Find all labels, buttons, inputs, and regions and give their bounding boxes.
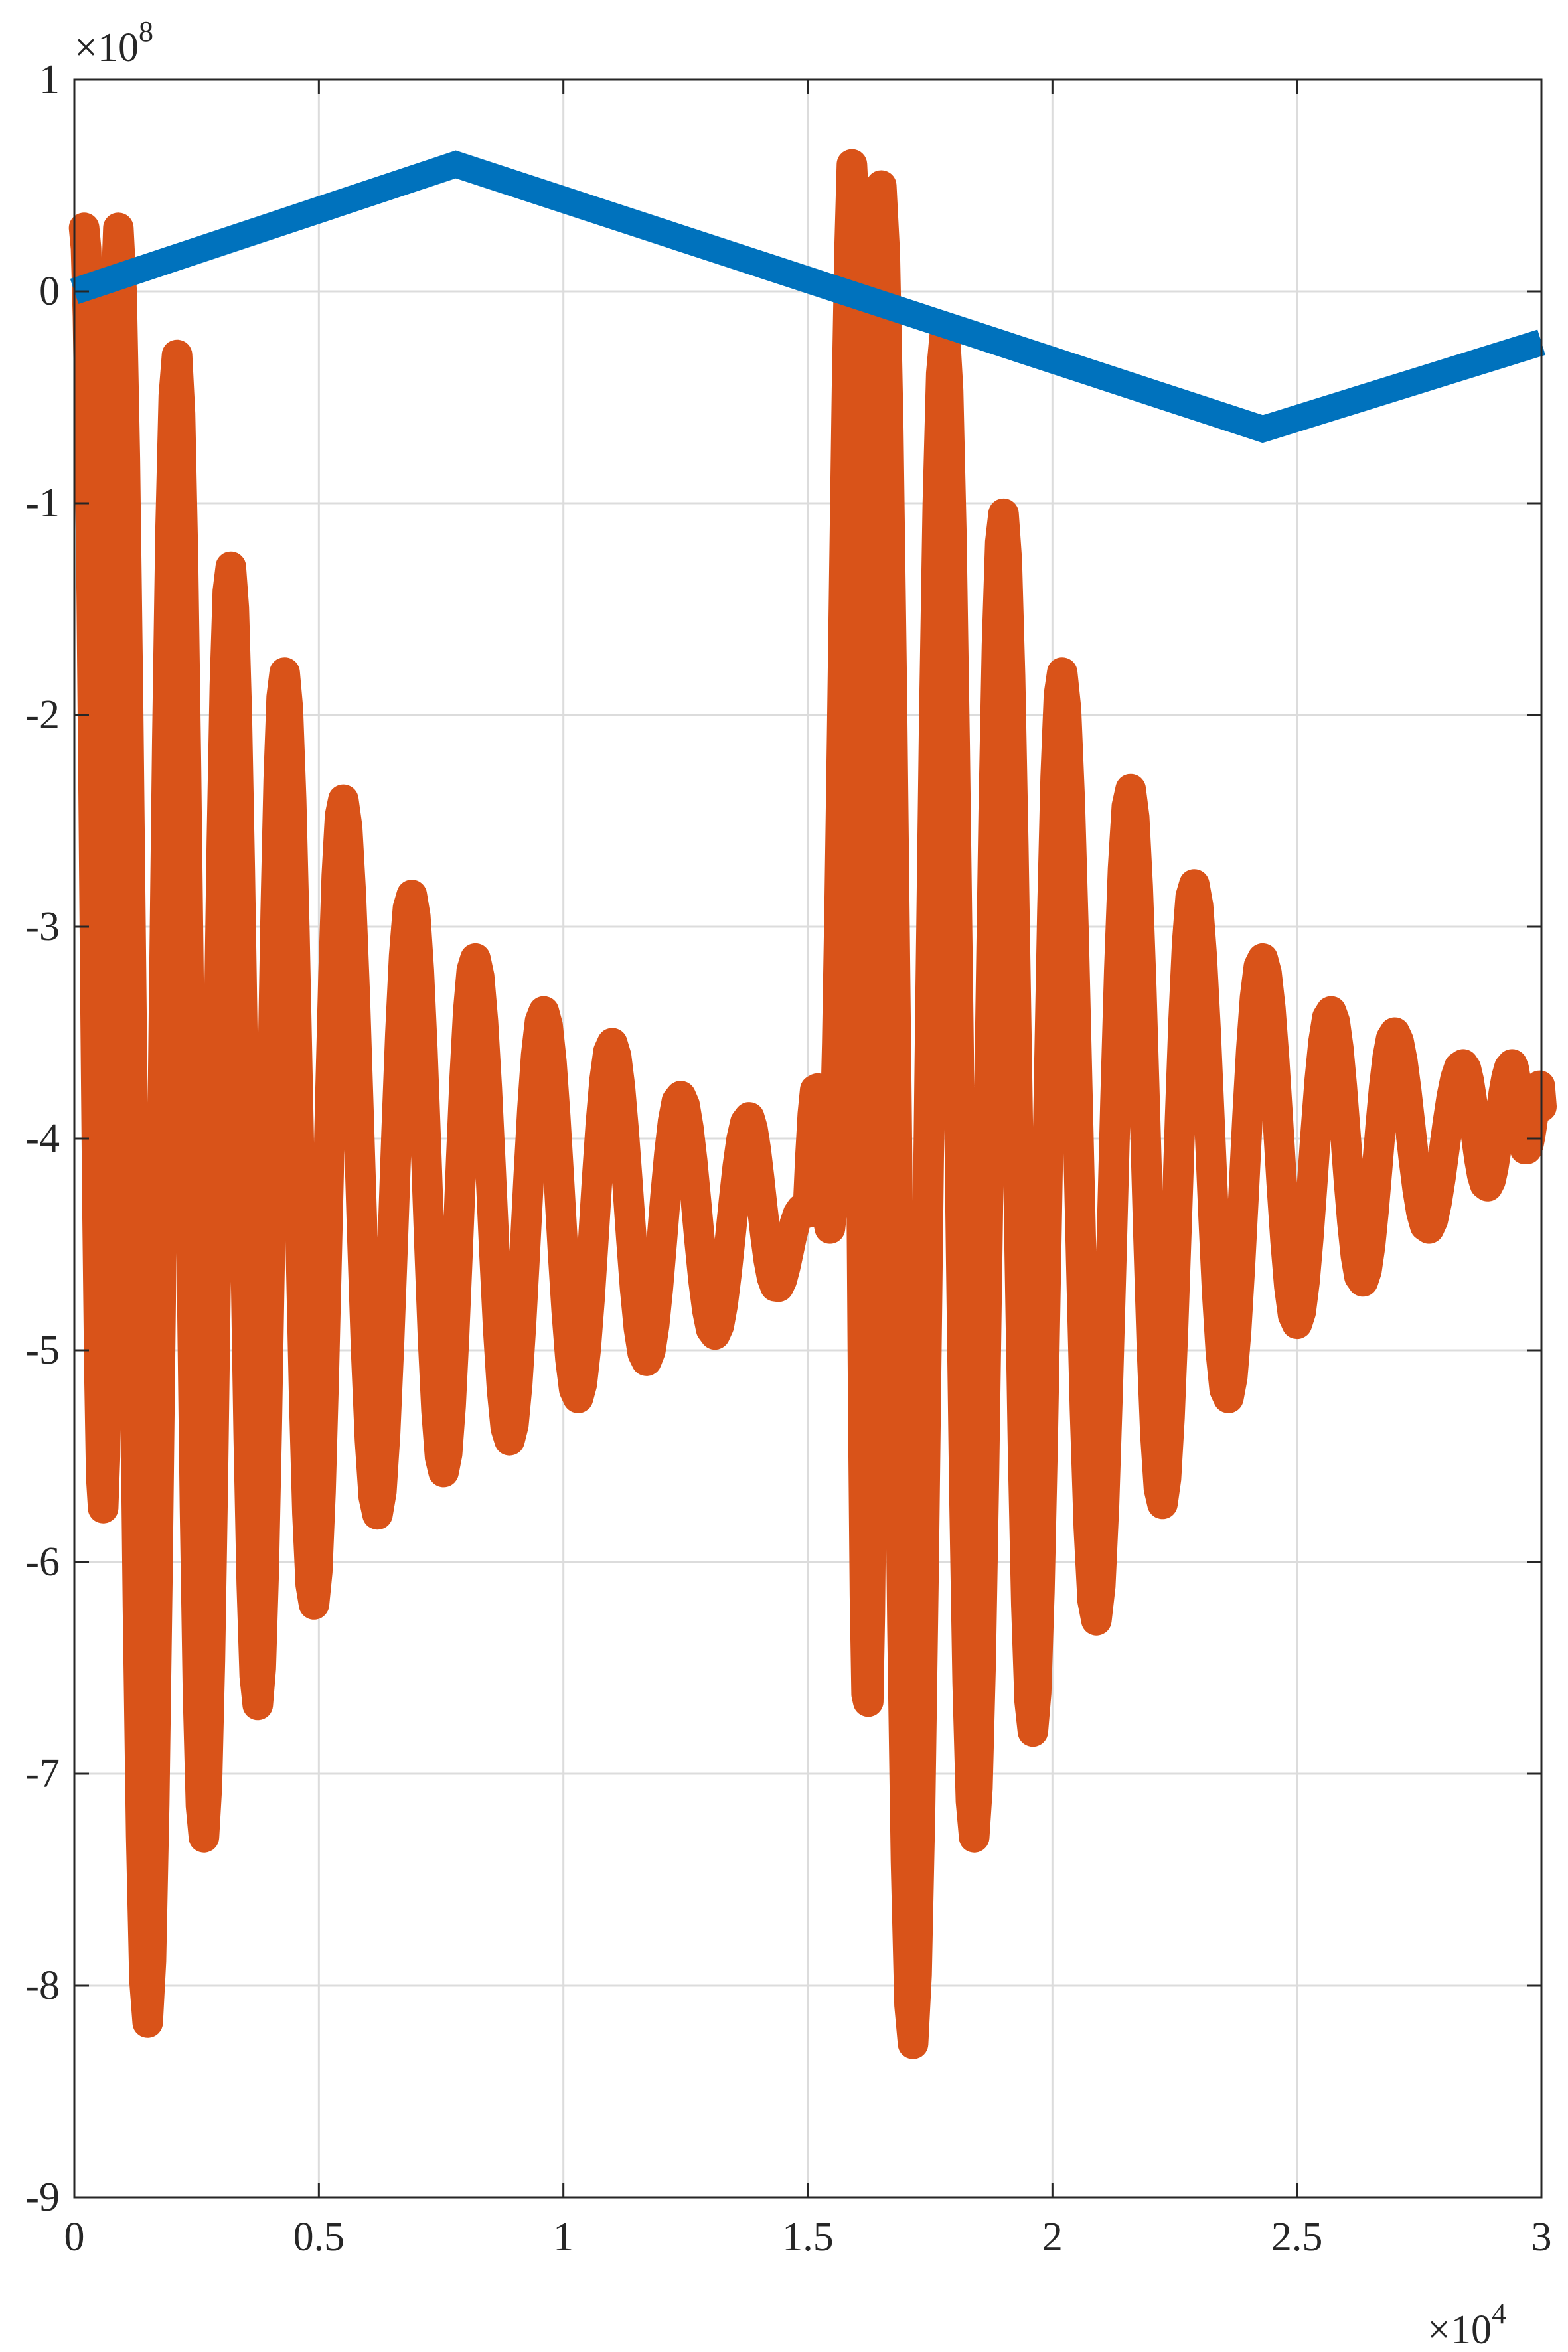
x-tick-label: 2 bbox=[1042, 2215, 1063, 2260]
series-layer bbox=[68, 149, 1557, 2059]
tick-marks bbox=[73, 78, 1543, 2199]
y-tick-label: -7 bbox=[25, 1751, 60, 1796]
x-tick-label: 2.5 bbox=[1271, 2215, 1323, 2260]
y-tick-label: -8 bbox=[25, 1963, 60, 2008]
y-tick-label: -6 bbox=[25, 1539, 60, 1585]
y-tick-label: -9 bbox=[25, 2175, 60, 2220]
series-1-line bbox=[70, 150, 1545, 443]
grid-lines bbox=[74, 80, 1541, 2197]
x-tick-label: 0 bbox=[64, 2215, 85, 2260]
y-tick-label: -3 bbox=[25, 904, 60, 949]
x-tick-label: 1.5 bbox=[782, 2215, 834, 2260]
y-tick-label: 1 bbox=[39, 57, 60, 102]
x-tick-label: 1 bbox=[553, 2215, 574, 2260]
x-tick-label: 0.5 bbox=[293, 2215, 345, 2260]
y-tick-label: 0 bbox=[39, 269, 60, 314]
y-exponent-label: ×108 bbox=[74, 15, 153, 70]
y-tick-label: -2 bbox=[25, 692, 60, 738]
tick-labels: 0 0.5 1 1.5 2 2.5 3 1 0 -1 -2 -3 -4 -5 -6 -7 -8 -9 bbox=[25, 57, 1551, 2260]
series-2-line bbox=[68, 149, 1557, 2059]
y-tick-label: -1 bbox=[25, 481, 60, 526]
y-tick-label: -5 bbox=[25, 1328, 60, 1373]
x-exponent-label: ×104 bbox=[1427, 2298, 1506, 2352]
x-tick-label: 3 bbox=[1531, 2215, 1552, 2260]
y-tick-label: -4 bbox=[25, 1116, 60, 1161]
